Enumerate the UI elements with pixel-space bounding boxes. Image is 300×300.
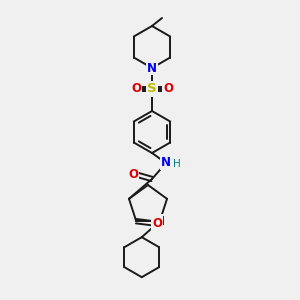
Text: N: N <box>155 215 165 228</box>
Text: O: O <box>128 169 138 182</box>
Text: O: O <box>152 217 162 230</box>
Text: O: O <box>131 82 141 95</box>
Text: S: S <box>147 82 157 95</box>
Text: N: N <box>161 157 171 169</box>
Text: H: H <box>173 159 181 169</box>
Text: O: O <box>163 82 173 95</box>
Text: N: N <box>147 61 157 74</box>
